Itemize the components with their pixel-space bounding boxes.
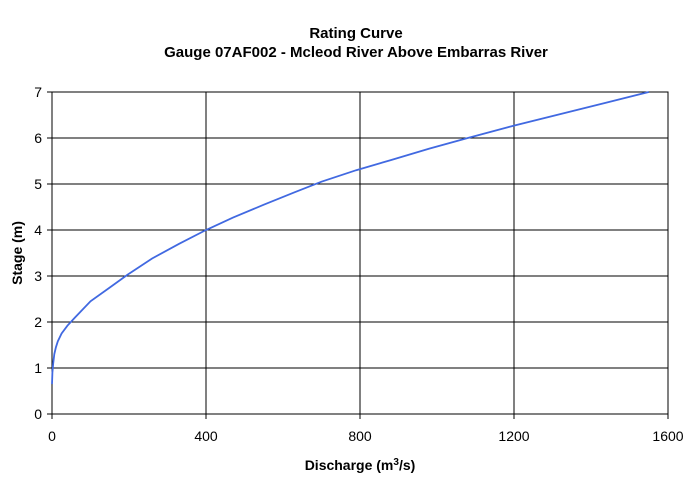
y-tick-label-1: 1 — [34, 360, 42, 376]
y-tick-label-6: 6 — [34, 130, 42, 146]
y-tick-label-4: 4 — [34, 222, 42, 238]
y-tick-label-2: 2 — [34, 314, 42, 330]
series-layer — [51, 91, 650, 385]
series-line-0 — [51, 91, 650, 385]
chart-subtitle: Gauge 07AF002 - Mcleod River Above Embar… — [164, 44, 548, 61]
x-tick-label-2: 800 — [348, 428, 372, 444]
y-tick-label-3: 3 — [34, 268, 42, 284]
x-axis-label: Discharge (m3/s) — [305, 457, 416, 474]
x-axis-label-tail: /s) — [399, 457, 415, 473]
x-axis-label-superscript: 3 — [393, 457, 399, 468]
y-tick-label-5: 5 — [34, 176, 42, 192]
y-tick-label-0: 0 — [34, 406, 42, 422]
grid-lines — [52, 92, 668, 414]
x-tick-label-1: 400 — [194, 428, 218, 444]
x-tick-label-4: 1600 — [652, 428, 683, 444]
y-tick-label-7: 7 — [34, 84, 42, 100]
y-axis-label: Stage (m) — [9, 221, 25, 285]
axis-ticks — [47, 91, 669, 419]
x-tick-label-0: 0 — [48, 428, 56, 444]
x-axis-label-main: Discharge (m — [305, 457, 394, 473]
x-tick-label-3: 1200 — [498, 428, 529, 444]
chart-title: Rating Curve — [309, 25, 402, 42]
